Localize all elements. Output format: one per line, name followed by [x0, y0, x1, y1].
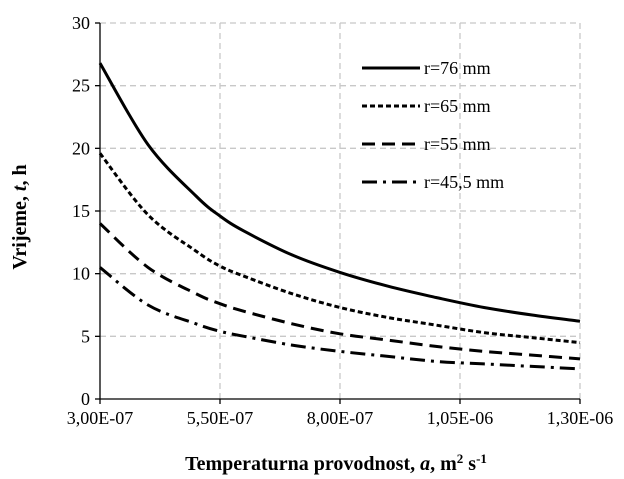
legend-label-1: r=65 mm	[424, 96, 491, 116]
series-line-0	[98, 62, 581, 323]
y-tick-label-1: 5	[81, 326, 90, 346]
legend-label-3: r=45,5 mm	[424, 172, 504, 192]
y-tick-label-0: 0	[81, 389, 90, 409]
x-tick-labels: 3,00E-07 5,50E-07 8,00E-07 1,05E-06 1,30E-06	[67, 399, 614, 428]
legend-label-2: r=55 mm	[424, 134, 491, 154]
y-tick-label-2: 10	[72, 264, 90, 284]
x-tick-label-0: 3,00E-07	[67, 408, 134, 428]
x-axis-title: Temperaturna provodnost, a, m2 s-1	[185, 451, 487, 476]
y-tick-label-4: 20	[72, 138, 90, 158]
y-tick-label-5: 25	[72, 76, 90, 96]
series-line-1	[98, 152, 581, 345]
y-tick-labels: 0 5 10 15 20 25 30	[72, 13, 100, 409]
y-axis-title: Vrijeme, t, h	[9, 164, 31, 269]
series-lines	[98, 62, 581, 371]
x-tick-label-1: 5,50E-07	[187, 408, 254, 428]
x-tick-label-4: 1,30E-06	[547, 408, 614, 428]
x-tick-label-3: 1,05E-06	[427, 408, 494, 428]
x-tick-label-2: 8,00E-07	[307, 408, 374, 428]
series-line-2	[98, 222, 581, 361]
y-tick-label-3: 15	[72, 201, 90, 221]
y-tick-label-6: 30	[72, 13, 90, 33]
legend-label-0: r=76 mm	[424, 58, 491, 78]
legend: r=76 mm r=65 mm r=55 mm r=45,5 mm	[362, 58, 504, 192]
